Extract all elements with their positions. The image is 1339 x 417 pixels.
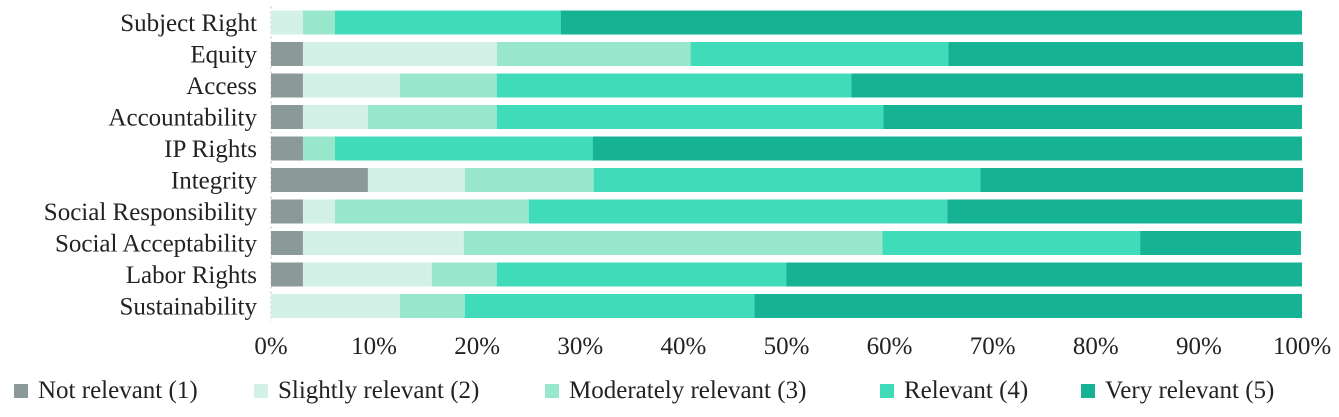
legend-label: Very relevant (5) [1105, 377, 1274, 404]
legend-item: Slightly relevant (2) [254, 377, 479, 404]
bar-segment [464, 294, 755, 318]
bar-segment [592, 136, 1302, 161]
x-tick-label: 20% [454, 333, 500, 360]
category-label: Social Responsibility [44, 199, 258, 226]
legend-swatch [545, 384, 559, 398]
bar-segment [851, 73, 1304, 98]
bar-segment [367, 105, 497, 129]
bar-segment [271, 231, 303, 255]
bar-segment [431, 262, 497, 287]
bar-segment [271, 73, 303, 98]
bar-segment [528, 199, 948, 224]
bar-segment [302, 136, 335, 161]
bar-segment [593, 168, 981, 192]
bar-segment [302, 262, 432, 287]
legend-swatch [1081, 384, 1095, 398]
bar-segment [271, 136, 303, 161]
category-labels: Subject Right Equity Access Accountability I… [44, 10, 258, 321]
bar-segment [980, 168, 1304, 192]
legend-swatch [880, 384, 894, 398]
x-tick-label: 90% [1176, 333, 1222, 360]
x-tick-label: 10% [351, 333, 397, 360]
bar-segment [947, 199, 1302, 224]
legend-swatch [254, 384, 268, 398]
category-label: Labor Rights [126, 262, 257, 289]
bars-layer [270, 6, 1304, 322]
bar-segment [271, 105, 303, 129]
bar-segment [334, 199, 529, 224]
bar-segment [334, 136, 593, 161]
bar-segment [271, 42, 303, 66]
legend-label: Moderately relevant (3) [569, 377, 806, 404]
bar-segment [334, 10, 561, 35]
bar-segment [302, 105, 368, 129]
category-label: Integrity [171, 168, 258, 195]
bar-segment [690, 42, 949, 66]
bar-segment [302, 42, 497, 66]
bar-segment [948, 42, 1304, 66]
bar-segment [302, 10, 335, 35]
bar-segment [463, 231, 883, 255]
bar-row [271, 231, 1301, 255]
category-label: Sustainability [120, 294, 258, 321]
bar-segment [302, 231, 464, 255]
bar-segment [367, 168, 465, 192]
category-label: Access [186, 73, 257, 100]
bar-row [271, 294, 1302, 318]
legend-item: Relevant (4) [880, 377, 1028, 404]
bar-segment [882, 231, 1141, 255]
bar-segment [302, 73, 400, 98]
bar-segment [271, 294, 400, 318]
bar-segment [496, 42, 691, 66]
x-tick-label: 100% [1273, 333, 1331, 360]
legend-swatch [14, 384, 28, 398]
legend-label: Not relevant (1) [38, 377, 198, 404]
category-label: Subject Right [120, 10, 257, 37]
legend: Not relevant (1) Slightly relevant (2) Mod… [14, 377, 1274, 404]
bar-row [271, 168, 1304, 192]
bar-row [271, 73, 1304, 98]
category-label: Social Acceptability [55, 231, 258, 258]
bar-segment [399, 73, 497, 98]
x-tick-label: 50% [764, 333, 810, 360]
legend-item: Very relevant (5) [1081, 377, 1274, 404]
bar-row [271, 42, 1304, 66]
x-tick-label: 70% [970, 333, 1016, 360]
x-tick-label: 60% [867, 333, 913, 360]
x-tick-label: 0% [254, 333, 287, 360]
bar-segment [496, 105, 884, 129]
bar-row [271, 262, 1302, 287]
bar-segment [464, 168, 594, 192]
legend-label: Slightly relevant (2) [278, 377, 479, 404]
x-tick-label: 30% [557, 333, 603, 360]
x-axis-ticks: 0% 10% 20% 30% 40% 50% 60% 70% 80% 90% 100% [254, 333, 1331, 360]
category-label: IP Rights [164, 136, 257, 163]
bar-row [271, 105, 1302, 129]
bar-segment [271, 10, 303, 35]
bar-segment [1140, 231, 1301, 255]
legend-label: Relevant (4) [904, 377, 1028, 404]
bar-segment [271, 262, 303, 287]
bar-segment [786, 262, 1302, 287]
x-tick-label: 80% [1073, 333, 1119, 360]
bar-segment [883, 105, 1302, 129]
bar-segment [271, 168, 368, 192]
category-label: Accountability [108, 105, 257, 132]
bar-segment [271, 199, 303, 224]
x-tick-label: 40% [660, 333, 706, 360]
bar-segment [399, 294, 465, 318]
bar-segment [496, 73, 852, 98]
category-label: Equity [190, 42, 257, 69]
bar-row [271, 199, 1302, 224]
legend-item: Moderately relevant (3) [545, 377, 806, 404]
bar-row [271, 10, 1302, 35]
bar-segment [302, 199, 335, 224]
bar-segment [560, 10, 1302, 35]
legend-item: Not relevant (1) [14, 377, 198, 404]
bar-segment [496, 262, 787, 287]
bar-segment [754, 294, 1302, 318]
bar-row [271, 136, 1302, 161]
